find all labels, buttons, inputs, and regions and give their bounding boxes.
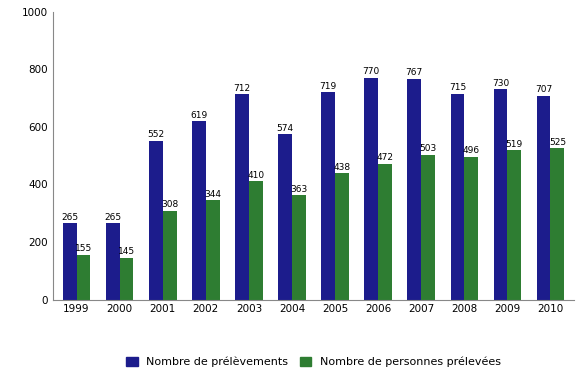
Text: 410: 410 (247, 171, 264, 180)
Bar (292, 195, 306, 300)
Bar (378, 164, 392, 300)
Bar (321, 93, 335, 300)
Bar (407, 79, 421, 300)
Bar (493, 89, 507, 300)
Bar (278, 134, 292, 300)
Bar (77, 255, 90, 300)
Text: 472: 472 (377, 153, 394, 162)
Text: 767: 767 (406, 68, 423, 77)
Bar (120, 258, 134, 300)
Bar (537, 96, 550, 300)
Text: 707: 707 (535, 86, 552, 94)
Text: 525: 525 (549, 138, 566, 147)
Bar (206, 200, 220, 300)
Text: 344: 344 (204, 190, 221, 199)
Text: 308: 308 (161, 200, 178, 209)
Bar (163, 211, 176, 300)
Text: 145: 145 (118, 247, 135, 257)
Text: 715: 715 (449, 83, 466, 92)
Text: 363: 363 (290, 185, 308, 194)
Bar (364, 78, 378, 300)
Bar (249, 182, 263, 300)
Text: 265: 265 (104, 213, 121, 222)
Text: 496: 496 (462, 146, 480, 155)
Bar (464, 157, 478, 300)
Text: 552: 552 (147, 130, 165, 139)
Bar (550, 148, 564, 300)
Bar (149, 141, 163, 300)
Bar (451, 94, 464, 300)
Bar (421, 155, 435, 300)
Bar (63, 223, 77, 300)
Text: 574: 574 (277, 124, 294, 133)
Text: 770: 770 (363, 67, 380, 76)
Text: 730: 730 (492, 79, 509, 88)
Bar (106, 223, 120, 300)
Bar (335, 174, 349, 300)
Bar (235, 94, 249, 300)
Text: 619: 619 (190, 111, 207, 120)
Text: 712: 712 (233, 84, 251, 93)
Bar (507, 150, 521, 300)
Legend: Nombre de prélèvements, Nombre de personnes prélevées: Nombre de prélèvements, Nombre de person… (127, 357, 500, 367)
Text: 155: 155 (75, 245, 92, 253)
Bar (192, 121, 206, 300)
Text: 265: 265 (61, 213, 78, 222)
Text: 719: 719 (319, 82, 337, 91)
Text: 519: 519 (506, 140, 523, 149)
Text: 503: 503 (420, 144, 437, 153)
Text: 438: 438 (333, 163, 350, 172)
